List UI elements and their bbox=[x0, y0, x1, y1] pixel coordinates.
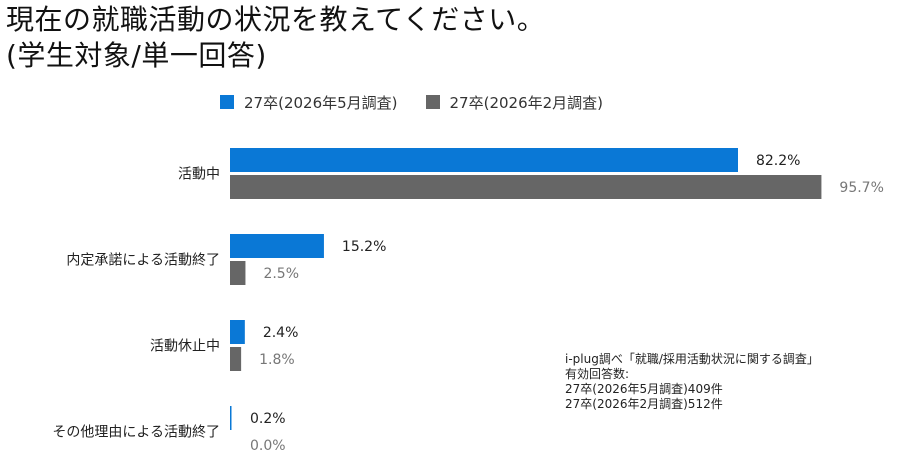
chart-title: 現在の就職活動の状況を教えてください。 (学生対象/単一回答) bbox=[6, 2, 545, 74]
bar-feb bbox=[230, 347, 242, 371]
legend-swatch-may bbox=[220, 95, 234, 109]
data-label-feb: 2.5% bbox=[263, 266, 299, 282]
category-label: その他理由による活動終了 bbox=[52, 425, 220, 441]
legend-label-may: 27卒(2026年5月調査) bbox=[244, 93, 398, 112]
category-label: 内定承諾による活動終了 bbox=[66, 253, 220, 269]
bar-may bbox=[230, 234, 324, 258]
legend-swatch-feb bbox=[425, 95, 440, 109]
data-label-may: 2.4% bbox=[263, 325, 299, 341]
data-label-feb: 0.0% bbox=[250, 438, 286, 454]
category-label: 活動休止中 bbox=[150, 339, 220, 355]
bar-may bbox=[230, 148, 738, 172]
data-label-may: 15.2% bbox=[342, 239, 386, 255]
source-note-line: 27卒(2026年5月調査)409件 bbox=[565, 382, 723, 396]
source-note-line: 27卒(2026年2月調査)512件 bbox=[565, 397, 723, 411]
legend-item-feb: 27卒(2026年2月調査) bbox=[425, 92, 604, 113]
chart-title-line2: (学生対象/単一回答) bbox=[6, 39, 267, 72]
bar-feb bbox=[230, 175, 822, 199]
bar-may bbox=[230, 320, 245, 344]
data-label-may: 0.2% bbox=[250, 411, 286, 427]
legend: 27卒(2026年5月調査) 27卒(2026年2月調査) bbox=[220, 90, 631, 114]
data-label-feb: 95.7% bbox=[839, 180, 883, 196]
legend-label-feb: 27卒(2026年2月調査) bbox=[449, 93, 604, 112]
category-label: 活動中 bbox=[178, 167, 220, 183]
data-label-may: 82.2% bbox=[756, 153, 800, 169]
source-note: i-plug調べ「就職/採用活動状況に関する調査」 有効回答数: 27卒(202… bbox=[565, 352, 819, 412]
data-label-feb: 1.8% bbox=[259, 352, 295, 368]
legend-item-may: 27卒(2026年5月調査) bbox=[220, 92, 398, 113]
chart-title-line1: 現在の就職活動の状況を教えてください。 bbox=[6, 3, 546, 36]
bar-may bbox=[230, 406, 232, 430]
source-note-line: 有効回答数: bbox=[565, 367, 630, 381]
bar-feb bbox=[230, 261, 246, 285]
bar-chart: 活動中 82.2% 95.7% 内定承諾による活動終了 15.2% 2.5% 活動休止中 2.… bbox=[52, 148, 884, 454]
source-note-line: i-plug調べ「就職/採用活動状況に関する調査」 bbox=[565, 352, 819, 366]
